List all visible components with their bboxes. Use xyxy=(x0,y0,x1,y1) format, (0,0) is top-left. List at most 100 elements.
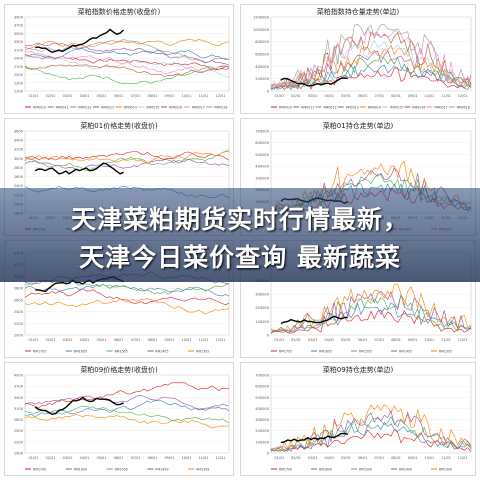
y-tick-label: 600000 xyxy=(255,385,269,389)
y-tick-label: 1000000 xyxy=(253,28,270,32)
y-tick-label: 3900 xyxy=(14,16,24,20)
series-line xyxy=(270,302,472,333)
series-line xyxy=(270,50,472,90)
x-tick-label: 10/01 xyxy=(424,456,434,460)
highlight-series-line xyxy=(280,432,348,444)
legend-label: RM1605 xyxy=(319,349,332,353)
series-line xyxy=(24,394,230,411)
y-tick-label: 1900 xyxy=(14,452,24,456)
y-tick-label: 2600 xyxy=(14,298,24,302)
series-line xyxy=(24,405,230,424)
y-tick-label: 3100 xyxy=(14,48,24,52)
y-tick-label: 300000 xyxy=(255,418,269,422)
x-tick-label: 11/01 xyxy=(199,338,209,342)
highlight-series-line xyxy=(35,28,125,54)
legend-label: RM0010 xyxy=(33,105,46,109)
x-tick-label: 03/01 xyxy=(308,456,318,460)
x-tick-label: 07/01 xyxy=(131,456,141,460)
headline-line-1: 天津菜粕期货实时行情最新， xyxy=(70,205,409,234)
y-tick-label: 4000 xyxy=(14,374,24,378)
legend-label: RM0014 xyxy=(368,105,381,109)
x-tick-label: 05/01 xyxy=(97,94,107,98)
series-line xyxy=(24,51,230,74)
y-tick-label: 400000 xyxy=(255,407,269,411)
x-tick-label: 02/01 xyxy=(46,338,56,342)
series-line xyxy=(270,404,472,452)
x-tick-label: 08/01 xyxy=(148,456,158,460)
series-line xyxy=(25,42,230,66)
legend-label: RM1405 xyxy=(155,349,168,353)
legend-label: RM0012 xyxy=(323,105,336,109)
series-line xyxy=(270,290,472,333)
series-line xyxy=(24,288,230,306)
x-tick-label: 07/01 xyxy=(131,338,141,342)
y-tick-label: 500000 xyxy=(255,396,269,400)
chart-title: 菜粕指数持仓量走势(单边) xyxy=(316,8,400,16)
legend-label: RM0013 xyxy=(346,105,359,109)
headline-line-2: 天津今日菜价查询 最新蔬菜 xyxy=(79,243,401,272)
chart-svg: 700000 600000 500000 400000 300000 200000 1000… xyxy=(255,374,472,471)
legend-label: RM0017 xyxy=(435,105,448,109)
legend-label: RM0010 xyxy=(279,105,292,109)
x-tick-label: 08/01 xyxy=(148,338,158,342)
y-tick-label: 3700 xyxy=(14,385,24,389)
x-tick-label: 07/01 xyxy=(374,94,384,98)
x-tick-label: 11/01 xyxy=(199,456,209,460)
y-tick-label: 200000 xyxy=(255,429,269,433)
x-tick-label: 09/01 xyxy=(165,338,175,342)
x-tick-label: 04/01 xyxy=(80,456,90,460)
y-tick-label: 3700 xyxy=(14,24,24,28)
x-tick-label: 10/01 xyxy=(182,338,192,342)
chart-panel-7: 菜粕09价格走势(收盘价) 4000 3700 3400 3100 2800 2500 22… xyxy=(4,362,234,476)
x-tick-label: 06/01 xyxy=(358,338,368,342)
legend-label: RM0016 xyxy=(412,105,425,109)
chart-title: 菜粕指数价格走势(收盘价) xyxy=(77,8,161,16)
x-tick-label: 03/01 xyxy=(63,456,73,460)
y-tick-label: 1200000 xyxy=(253,16,270,20)
legend-label: RM1305 xyxy=(196,349,209,353)
x-tick-label: 05/01 xyxy=(341,338,351,342)
y-tick-label: 2500 xyxy=(14,429,24,433)
y-tick-label: 2200 xyxy=(14,440,24,444)
y-tick-label: 700000 xyxy=(255,374,269,378)
x-tick-label: 08/01 xyxy=(391,456,401,460)
y-tick-label: 3000 xyxy=(14,157,24,161)
legend-label: RM1509 xyxy=(115,467,128,471)
x-tick-label: 09/01 xyxy=(408,456,418,460)
highlight-series-line xyxy=(280,77,348,87)
y-tick-label: 3400 xyxy=(14,396,24,400)
y-tick-label: 2800 xyxy=(14,287,24,291)
x-tick-label: 06/01 xyxy=(358,456,368,460)
series-line xyxy=(270,44,472,89)
series-line xyxy=(270,23,472,88)
legend-label: RM0013 xyxy=(101,105,114,109)
series-line xyxy=(270,27,472,90)
x-tick-label: 04/01 xyxy=(80,94,90,98)
legend-label: RM1705 xyxy=(279,349,292,353)
chart-panel-8: 菜粕09持仓走势(单边) 700000 600000 500000 400000 300… xyxy=(240,362,476,476)
x-tick-label: 09/01 xyxy=(408,338,418,342)
y-tick-label: 2700 xyxy=(14,65,24,69)
y-tick-label: 400000 xyxy=(255,165,269,169)
legend-label: RM1409 xyxy=(399,467,412,471)
x-tick-label: 08/01 xyxy=(391,94,401,98)
x-tick-label: 09/01 xyxy=(165,94,175,98)
legend-label: RM1705 xyxy=(33,349,46,353)
x-tick-label: 03/01 xyxy=(308,338,318,342)
x-tick-label: 10/01 xyxy=(182,94,192,98)
x-tick-label: 01/01 xyxy=(29,94,39,98)
x-tick-label: 07/01 xyxy=(131,94,141,98)
y-tick-label: 2400 xyxy=(14,184,24,188)
x-tick-label: 01/01 xyxy=(274,338,284,342)
x-tick-label: 09/01 xyxy=(165,456,175,460)
x-tick-label: 03/01 xyxy=(63,94,73,98)
y-tick-label: 2300 xyxy=(14,81,24,85)
y-tick-label: 0 xyxy=(267,90,270,94)
legend-label: RM1505 xyxy=(115,349,128,353)
legend-label: RM1305 xyxy=(439,349,452,353)
y-tick-label: 300000 xyxy=(255,176,269,180)
series-line xyxy=(270,63,472,90)
legend-label: RM1709 xyxy=(33,467,46,471)
x-tick-label: 03/01 xyxy=(63,338,73,342)
y-tick-label: 600000 xyxy=(255,53,269,57)
